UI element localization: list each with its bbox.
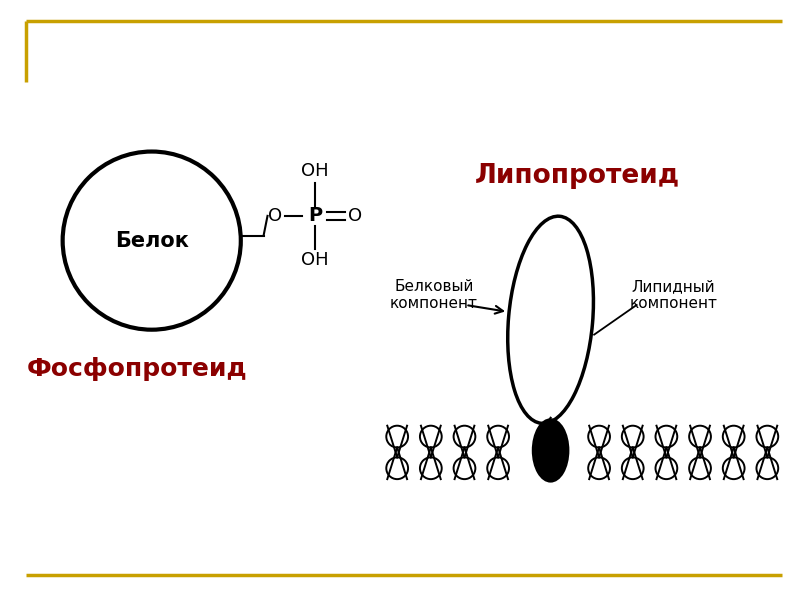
- Text: P: P: [308, 206, 322, 226]
- Text: OH: OH: [302, 163, 329, 181]
- Text: Липопротеид: Липопротеид: [474, 163, 680, 189]
- Text: Липидный
компонент: Липидный компонент: [630, 279, 718, 311]
- Text: O: O: [268, 207, 282, 225]
- Text: O: O: [347, 207, 362, 225]
- Ellipse shape: [532, 418, 570, 482]
- Text: Белковый
компонент: Белковый компонент: [390, 279, 478, 311]
- Text: OH: OH: [302, 251, 329, 269]
- Text: Белок: Белок: [114, 230, 189, 251]
- Text: Фосфопротеид: Фосфопротеид: [26, 357, 247, 381]
